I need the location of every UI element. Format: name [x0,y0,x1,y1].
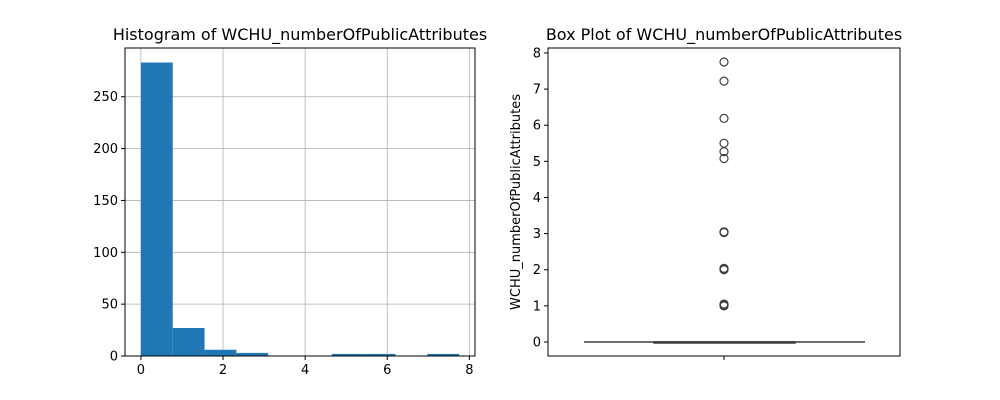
boxplot-outlier [719,299,729,309]
histogram-x-tick-label: 0 [137,363,145,378]
boxplot-y-tick-label: 4 [533,191,541,206]
boxplot-y-tick-label: 2 [533,263,541,278]
boxplot-outlier [719,138,729,148]
boxplot-y-tick-label: 1 [533,299,541,314]
histogram-bars [140,62,460,356]
histogram-bar [236,352,269,356]
histogram-x-tick-label: 2 [219,363,227,378]
boxplot-outlier [719,76,729,86]
histogram-y-tick-label: 200 [93,142,118,157]
boxplot-y-tick-label: 7 [533,83,541,98]
histogram-y-tick-label: 150 [93,194,118,209]
boxplot-y-tick-label: 5 [533,155,541,170]
boxplot-panel: 0 1 2 3 4 5 6 7 8 Box Plot of WCHU_numberOfPubli… [509,25,902,360]
boxplot-outlier [719,263,729,273]
histogram-bar [204,349,237,356]
boxplot-title: Box Plot of WCHU_numberOfPublicAttribute… [546,25,902,45]
boxplot-marks [584,57,865,344]
histogram-frame [124,47,476,357]
histogram-title: Histogram of WCHU_numberOfPublicAttribut… [113,25,487,45]
boxplot-y-tick-label: 8 [533,46,541,61]
histogram-y-tick-label: 0 [110,350,118,365]
histogram-bar [140,62,173,356]
boxplot-outlier [719,113,729,123]
histogram-bar [331,353,364,356]
histogram-panel: 0 2 4 6 8 0 50 100 150 200 250 Histogram of WCHU_… [93,25,487,378]
boxplot-y-tick-label: 6 [533,119,541,134]
histogram-x-ticks: 0 2 4 6 8 [137,356,473,378]
histogram-y-tick-label: 100 [93,246,118,261]
boxplot-y-ticks: 0 1 2 3 4 5 6 7 8 [533,46,548,351]
histogram-x-tick-label: 4 [301,363,309,378]
histogram-y-ticks: 0 50 100 150 200 250 [93,90,125,365]
histogram-y-tick-label: 250 [93,90,118,105]
boxplot-y-tick-label: 0 [533,336,541,351]
histogram-x-tick-label: 6 [383,363,391,378]
histogram-bar [172,328,205,356]
boxplot-y-axis-label: WCHU_numberOfPublicAttributes [509,94,524,310]
boxplot-outlier [719,57,729,67]
histogram-bar [363,353,396,356]
boxplot-y-tick-label: 3 [533,227,541,242]
boxplot-outlier [719,227,729,237]
boxplot-outlier [719,153,729,164]
histogram-y-tick-label: 50 [101,298,118,313]
histogram-x-tick-label: 8 [465,363,473,378]
histogram-grid [125,48,475,357]
histogram-bar [427,353,460,356]
